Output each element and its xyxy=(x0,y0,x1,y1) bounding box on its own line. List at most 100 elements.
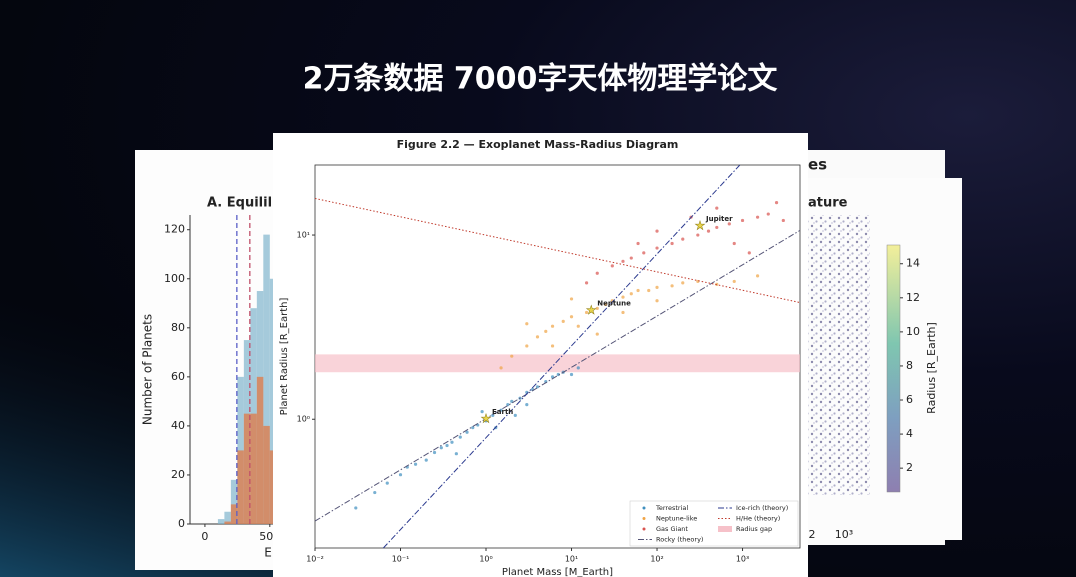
y-tick-label: 100 xyxy=(164,272,185,285)
legend-swatch xyxy=(642,517,646,520)
x-tick-label: 10⁰ xyxy=(479,555,492,564)
data-point xyxy=(458,435,462,439)
legend-label: Terrestrial xyxy=(655,504,688,512)
data-point xyxy=(576,324,580,328)
colorbar-tick-label: 2 xyxy=(906,461,913,474)
data-point xyxy=(610,264,614,268)
data-point xyxy=(621,259,625,263)
data-point xyxy=(636,288,640,293)
data-point xyxy=(732,279,736,284)
colorbar-tick-label: 6 xyxy=(906,393,913,406)
y-tick-label: 10¹ xyxy=(297,231,310,240)
x-tick-label: 0 xyxy=(201,530,208,543)
y-tick-label: 0 xyxy=(178,517,185,530)
data-point xyxy=(569,297,574,301)
y-tick-label: 60 xyxy=(171,370,185,383)
data-point xyxy=(755,215,760,219)
histogram-bar xyxy=(230,504,238,524)
data-point xyxy=(681,281,685,285)
data-point xyxy=(510,354,514,358)
data-point xyxy=(424,458,428,462)
histogram-bar xyxy=(250,413,257,524)
data-point xyxy=(525,403,529,407)
legend-label: Gas Giant xyxy=(656,525,688,533)
data-point xyxy=(681,237,685,241)
histogram-bar xyxy=(217,519,225,524)
data-point xyxy=(603,302,608,307)
y-tick-label: 80 xyxy=(171,321,185,334)
data-point xyxy=(636,241,640,246)
data-point xyxy=(544,329,548,333)
theory-line xyxy=(314,197,801,304)
data-point xyxy=(696,279,700,284)
scatter-cloud xyxy=(808,215,870,495)
y-tick-label: 20 xyxy=(171,468,185,481)
data-point xyxy=(670,241,674,246)
data-point xyxy=(513,413,517,417)
x-tick-label: 10³ xyxy=(736,555,749,564)
data-point xyxy=(525,322,529,326)
data-point xyxy=(706,229,711,233)
slide-title: 2万条数据 7000字天体物理学论文 xyxy=(303,62,778,97)
data-point xyxy=(629,292,633,296)
y-tick-label: 40 xyxy=(171,419,185,432)
x-axis-label: E xyxy=(264,546,272,560)
data-point xyxy=(550,344,555,348)
data-point xyxy=(670,284,674,288)
x-axis-label: Planet Mass [M_Earth] xyxy=(502,567,613,577)
legend-label: H/He (theory) xyxy=(736,515,780,523)
star-marker: ★ xyxy=(481,412,492,426)
colorbar-label: Radius [R_Earth] xyxy=(925,322,938,414)
data-point xyxy=(484,419,488,423)
histogram-bar xyxy=(263,425,270,524)
histogram-bar xyxy=(263,234,270,524)
data-point xyxy=(499,408,503,412)
histogram-bar xyxy=(243,413,251,524)
data-point xyxy=(727,222,731,226)
data-point xyxy=(655,246,659,250)
data-point xyxy=(535,385,540,389)
data-point xyxy=(715,225,719,230)
chart-title: A. Equilil xyxy=(207,196,272,211)
data-point xyxy=(647,288,651,293)
data-point xyxy=(535,335,540,339)
data-point xyxy=(595,271,599,275)
data-point xyxy=(655,299,659,303)
data-point xyxy=(584,310,589,315)
data-point xyxy=(439,446,443,450)
data-point xyxy=(525,344,529,348)
colorbar-tick-label: 14 xyxy=(906,257,920,270)
legend-swatch xyxy=(642,506,646,510)
data-point xyxy=(576,366,580,370)
data-point xyxy=(385,481,389,485)
theory-line xyxy=(314,229,801,522)
data-point xyxy=(740,218,745,223)
histogram-bar xyxy=(237,450,244,524)
front-panel: Figure 2.2 — Exoplanet Mass-Radius Diagr… xyxy=(273,133,808,577)
legend-label: Radius gap xyxy=(736,525,772,533)
data-point xyxy=(732,241,736,246)
data-point xyxy=(655,285,659,289)
legend-label: Ice-rich (theory) xyxy=(736,504,788,512)
colorbar-tick-label: 12 xyxy=(906,291,920,304)
data-point xyxy=(569,372,574,377)
data-point xyxy=(621,295,625,299)
chart-title: ature xyxy=(808,196,848,211)
histogram-bar xyxy=(230,479,238,524)
data-point xyxy=(755,274,760,278)
x-tick-label: 2 xyxy=(809,528,816,541)
histogram-bar xyxy=(224,511,231,524)
data-point xyxy=(454,452,458,456)
annotation: Earth xyxy=(492,408,513,416)
colorbar-tick-label: 4 xyxy=(906,427,913,440)
legend-swatch xyxy=(718,526,732,532)
data-point xyxy=(766,212,770,216)
data-point xyxy=(480,410,484,414)
data-point xyxy=(642,251,646,255)
data-point xyxy=(550,375,555,379)
data-point xyxy=(781,218,785,223)
partial-title: es xyxy=(808,156,827,174)
data-point xyxy=(398,473,403,477)
